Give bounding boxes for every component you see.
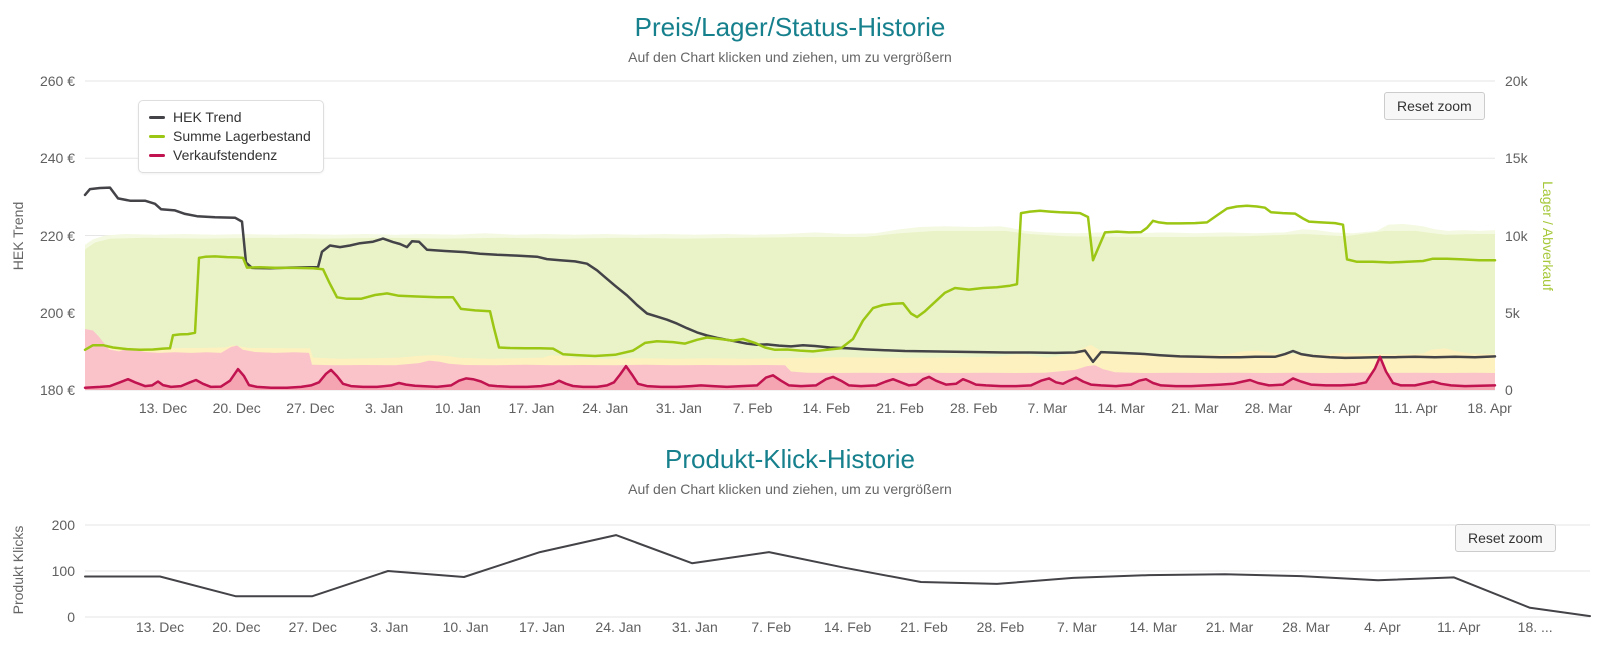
x-axis-label: 13. Dec — [138, 400, 188, 416]
x-axis-label: 18. ... — [1517, 619, 1553, 635]
legend-item-label: Verkaufstendenz — [173, 147, 278, 163]
price-stock-status-chart: Preis/Lager/Status-Historie Auf den Char… — [10, 12, 1556, 416]
y-axis-tick-left: 180 € — [39, 382, 75, 398]
legend: HEK Trend Summe Lagerbestand Verkaufstende… — [138, 100, 324, 173]
y-axis-tick-right: 5k — [1505, 304, 1520, 321]
x-axis-label: 4. Apr — [1323, 400, 1361, 416]
legend-item-verkaufstendenz[interactable]: Verkaufstendenz — [149, 146, 311, 165]
x-axis-label: 28. Feb — [949, 400, 998, 416]
x-axis-label: 3. Jan — [365, 400, 404, 416]
x-axis-label: 7. Mar — [1056, 619, 1097, 635]
x-axis-label: 21. Mar — [1171, 400, 1219, 416]
x-axis-label: 18. Apr — [1467, 400, 1512, 416]
chart-title: Produkt-Klick-Historie — [665, 444, 915, 474]
reset-zoom-button[interactable]: Reset zoom — [1384, 92, 1485, 120]
y-axis-tick-left: 240 € — [39, 150, 75, 167]
x-axis-label: 17. Jan — [508, 400, 555, 416]
legend-item-hek-trend[interactable]: HEK Trend — [149, 108, 311, 127]
product-click-history-chart: Produkt-Klick-Historie Auf den Chart kli… — [0, 430, 1605, 662]
x-axis-label: 14. Mar — [1097, 400, 1145, 416]
x-axis-label: 14. Feb — [802, 400, 851, 416]
y-axis-tick-left: 220 € — [39, 227, 75, 244]
y-axis-tick-left: 100 — [51, 563, 75, 579]
legend-item-summe-lagerbestand[interactable]: Summe Lagerbestand — [149, 127, 311, 146]
x-axis-label: 3. Jan — [370, 619, 409, 635]
x-axis-label: 21. Mar — [1205, 619, 1254, 635]
legend-item-label: Summe Lagerbestand — [173, 128, 311, 144]
legend-line-swatch — [149, 154, 165, 157]
y-axis-tick-right: 10k — [1505, 227, 1528, 244]
x-axis-label: 14. Feb — [823, 619, 872, 635]
x-axis-label: 24. Jan — [595, 619, 642, 635]
chart-title: Preis/Lager/Status-Historie — [634, 12, 946, 42]
x-axis-label: 11. Apr — [1394, 400, 1438, 416]
chart-plot-area[interactable] — [85, 525, 1590, 617]
x-axis-label: 14. Mar — [1129, 619, 1177, 635]
y-axis-tick-right: 15k — [1505, 150, 1528, 167]
x-axis-label: 21. Feb — [900, 619, 948, 635]
x-axis-label: 28. Mar — [1282, 619, 1330, 635]
y-axis-tick-left: 260 € — [39, 73, 75, 89]
y-axis-tick-right: 0 — [1505, 382, 1513, 398]
x-axis-label: 21. Feb — [876, 400, 924, 416]
legend-line-swatch — [149, 135, 165, 138]
x-axis-label: 27. Dec — [288, 619, 337, 635]
x-axis-label: 10. Jan — [442, 619, 489, 635]
x-axis-label: 20. Dec — [212, 400, 261, 416]
x-axis-label: 11. Apr — [1437, 619, 1481, 635]
y-axis-tick-left: 200 € — [39, 304, 75, 321]
x-axis-label: 7. Feb — [751, 619, 792, 635]
x-axis-label: 20. Dec — [212, 619, 261, 635]
x-axis-label: 4. Apr — [1364, 619, 1401, 635]
y-axis-tick-right: 20k — [1505, 73, 1528, 89]
reset-zoom-button[interactable]: Reset zoom — [1455, 524, 1556, 552]
x-axis-label: 31. Jan — [671, 619, 718, 635]
x-axis-label: 17. Jan — [519, 619, 565, 635]
x-axis-label: 24. Jan — [582, 400, 629, 416]
x-axis-label: 28. Mar — [1244, 400, 1293, 416]
legend-item-label: HEK Trend — [173, 109, 242, 125]
y-axis-tick-left: 200 — [51, 517, 75, 533]
x-axis-label: 28. Feb — [976, 619, 1025, 635]
x-axis-label: 31. Jan — [655, 400, 702, 416]
x-axis-label: 7. Mar — [1027, 400, 1068, 416]
y-axis-title-right: Lager / Abverkauf — [1540, 181, 1556, 291]
chart-subtitle: Auf den Chart klicken und ziehen, um zu … — [628, 481, 952, 497]
x-axis-label: 10. Jan — [434, 400, 481, 416]
chart-subtitle: Auf den Chart klicken und ziehen, um zu … — [628, 49, 952, 65]
y-axis-tick-left: 0 — [67, 609, 75, 625]
x-axis-label: 7. Feb — [732, 400, 773, 416]
x-axis-label: 27. Dec — [286, 400, 335, 416]
legend-line-swatch — [149, 116, 165, 119]
x-axis-label: 13. Dec — [135, 619, 185, 635]
